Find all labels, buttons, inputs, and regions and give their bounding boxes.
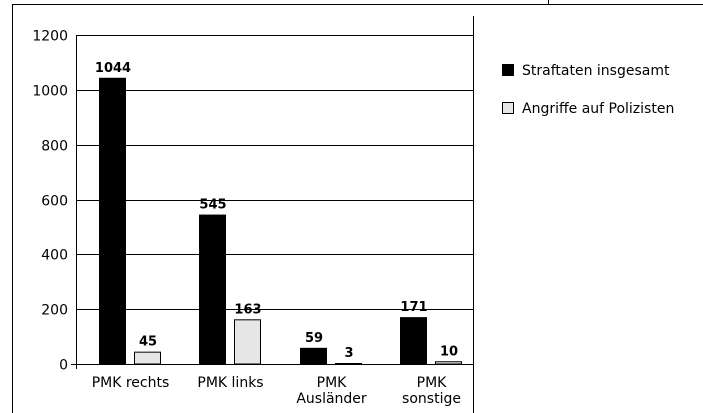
y-tick-label-800: 800: [41, 139, 68, 155]
bar-angriffe-auf-polizisten-pmk-rechts: [134, 351, 161, 365]
data-label-angriffe-auf-polizisten-pmk-sonstige: 10: [440, 344, 458, 359]
category-labels: PMK rechts PMK links PMKAusländerPMKsonsti…: [92, 375, 461, 407]
bar-angriffe-auf-polizisten-pmk-links: [234, 319, 261, 365]
data-label-angriffe-auf-polizisten-pmk-ausl-nder: 3: [344, 346, 353, 361]
legend-swatch-straftaten-insgesamt: [502, 64, 514, 76]
y-tick-label-600: 600: [41, 194, 68, 210]
data-label-straftaten-insgesamt-pmk-ausl-nder: 59: [305, 331, 323, 346]
bar-straftaten-insgesamt-pmk-links: [199, 214, 226, 365]
legend-swatch-angriffe-auf-polizisten: [502, 102, 514, 114]
y-tick-labels: 0 200 400 600 800 1000 1200: [32, 29, 68, 374]
y-tick-label-1000: 1000: [32, 84, 68, 100]
legend: Straftaten insgesamt Angriffe auf Polizis…: [502, 63, 674, 117]
bar-straftaten-insgesamt-pmk-sonstige: [400, 317, 427, 365]
gridlines: [76, 35, 473, 310]
y-tick-label-1200: 1200: [32, 29, 68, 45]
data-label-straftaten-insgesamt-pmk-links: 545: [199, 198, 226, 213]
bar-straftaten-insgesamt-pmk-ausl-nder: [300, 347, 327, 365]
bar-angriffe-auf-polizisten-pmk-ausl-nder: [335, 363, 362, 365]
bars: [99, 77, 462, 365]
legend-label-straftaten-insgesamt: Straftaten insgesamt: [522, 63, 670, 79]
category-label-pmk-sonstige-line2: sonstige: [402, 391, 461, 407]
data-label-straftaten-insgesamt-pmk-sonstige: 171: [400, 300, 427, 315]
y-tick-label-200: 200: [41, 303, 68, 319]
category-label-pmk-sonstige-line1: PMK: [417, 375, 448, 391]
category-label-pmk-ausl-nder-line1: PMK: [317, 375, 348, 391]
category-label-pmk-links: PMK links: [197, 375, 263, 391]
data-labels: 1044 545 59 171 45 163 3 10: [95, 61, 458, 361]
data-label-angriffe-auf-polizisten-pmk-rechts: 45: [139, 335, 157, 350]
bar-straftaten-insgesamt-pmk-rechts: [99, 77, 126, 365]
data-label-straftaten-insgesamt-pmk-rechts: 1044: [95, 61, 131, 76]
y-tick-label-0: 0: [59, 358, 68, 374]
category-label-pmk-ausl-nder-line2: Ausländer: [296, 391, 367, 407]
bar-angriffe-auf-polizisten-pmk-sonstige: [435, 361, 462, 365]
data-label-angriffe-auf-polizisten-pmk-links: 163: [234, 302, 261, 317]
y-tick-label-400: 400: [41, 248, 68, 264]
category-label-pmk-rechts: PMK rechts: [92, 375, 170, 391]
legend-label-angriffe-auf-polizisten: Angriffe auf Polizisten: [522, 101, 674, 117]
